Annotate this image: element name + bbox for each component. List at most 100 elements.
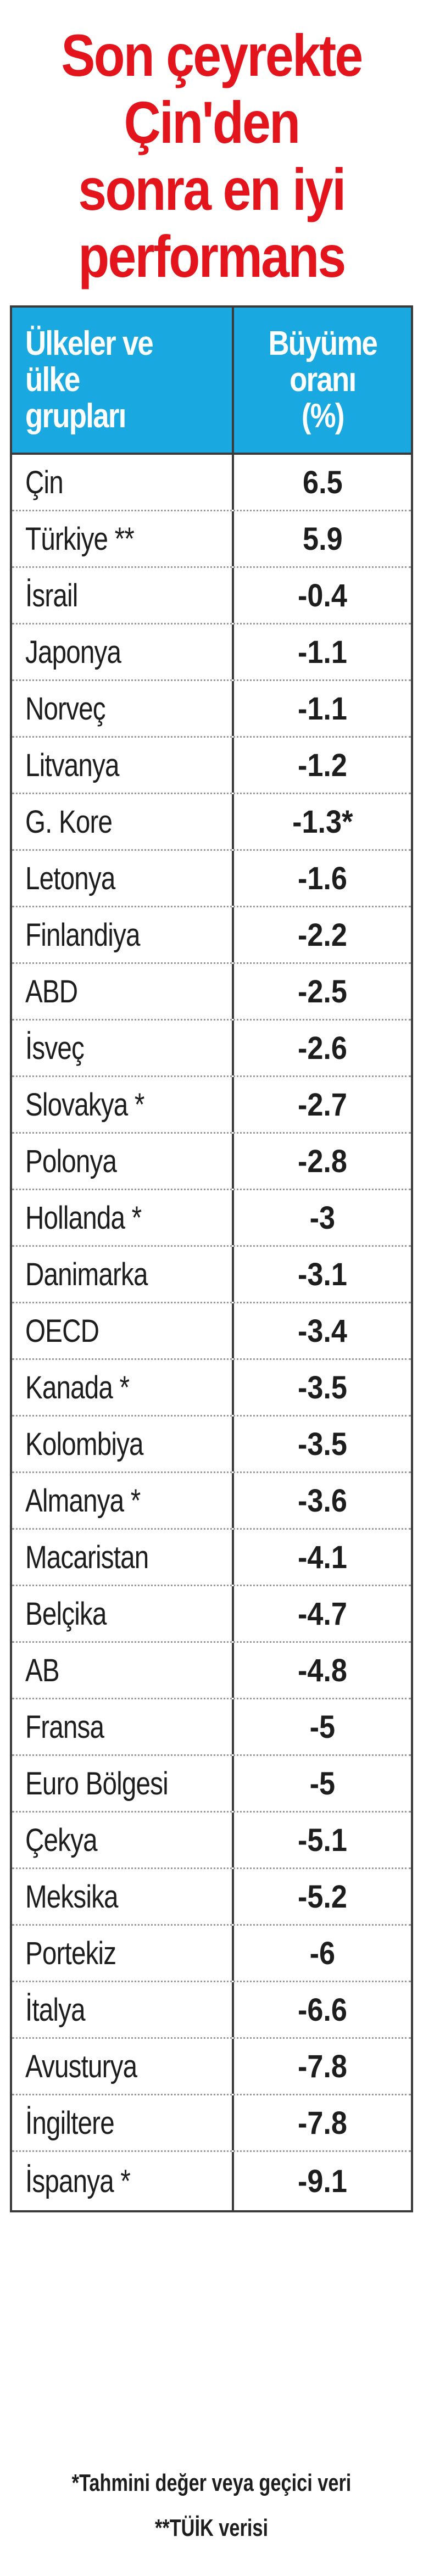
country-name: İngiltere: [25, 2105, 115, 2141]
country-name: Türkiye **: [25, 521, 135, 557]
table-row: G. Kore -1.3*: [12, 794, 411, 851]
table-row: Kanada * -3.5: [12, 1360, 411, 1417]
country-name: İspanya *: [25, 2163, 131, 2199]
growth-rate-value: -1.1: [298, 634, 347, 670]
country-cell: Fransa: [12, 1699, 234, 1754]
growth-rate-cell: -1.1: [234, 625, 411, 679]
country-name: Hollanda *: [25, 1200, 142, 1236]
table-row: Finlandiya -2.2: [12, 907, 411, 964]
growth-rate-value: -2.7: [298, 1086, 347, 1123]
growth-rate-value: -3.4: [298, 1313, 347, 1349]
country-name: Japonya: [25, 634, 121, 670]
country-cell: Portekiz: [12, 1926, 234, 1981]
growth-rate-cell: -0.4: [234, 568, 411, 623]
growth-rate-value: -9.1: [298, 2163, 347, 2199]
country-cell: Kanada *: [12, 1360, 234, 1415]
growth-rate-cell: -3.5: [234, 1360, 411, 1415]
headline-line: sonra en iyi: [78, 156, 346, 222]
country-cell: Polonya: [12, 1134, 234, 1189]
growth-rate-cell: -2.2: [234, 907, 411, 962]
growth-rate-value: -0.4: [298, 577, 347, 614]
footnotes: *Tahmini değer veya geçici veri **TÜİK v…: [0, 2461, 423, 2551]
growth-rate-cell: -3: [234, 1190, 411, 1245]
growth-rate-value: 5.9: [302, 521, 343, 557]
growth-rate-value: -6.6: [298, 1992, 347, 2028]
headline-line: Çin'den: [124, 89, 300, 155]
country-name: G. Kore: [25, 804, 113, 840]
headline-line: performans: [78, 223, 346, 289]
growth-rate-value: -3: [309, 1200, 336, 1236]
table-row: ABD -2.5: [12, 964, 411, 1021]
growth-rate-cell: -2.5: [234, 964, 411, 1019]
headline: Son çeyrekte Çin'den sonra en iyi perfor…: [38, 0, 385, 303]
country-cell: İngiltere: [12, 2095, 234, 2150]
growth-rate-cell: -2.7: [234, 1077, 411, 1132]
growth-rate-cell: -2.6: [234, 1021, 411, 1075]
table-row: İspanya * -9.1: [12, 2152, 411, 2210]
table-row: İngiltere -7.8: [12, 2095, 411, 2152]
growth-rate-cell: -5.2: [234, 1869, 411, 1924]
table-row: Norveç -1.1: [12, 681, 411, 738]
column-header-rate-line: Büyüme: [268, 325, 377, 363]
growth-rate-cell: -9.1: [234, 2152, 411, 2210]
growth-rate-value: -2.6: [298, 1030, 347, 1066]
table-row: Japonya -1.1: [12, 625, 411, 681]
growth-rate-value: -5.1: [298, 1822, 347, 1858]
footnote-estimate: *Tahmini değer veya geçici veri: [71, 2469, 352, 2496]
growth-rate-value: -4.7: [298, 1596, 347, 1632]
growth-rate-value: -5: [309, 1709, 336, 1745]
country-cell: AB: [12, 1643, 234, 1698]
growth-rate-cell: -6: [234, 1926, 411, 1981]
country-name: Kanada *: [25, 1369, 130, 1406]
table-row: Kolombiya -3.5: [12, 1417, 411, 1473]
table-row: Hollanda * -3: [12, 1190, 411, 1247]
country-cell: Litvanya: [12, 738, 234, 793]
country-name: Norveç: [25, 690, 106, 727]
country-name: Letonya: [25, 860, 115, 896]
country-name: Portekiz: [25, 1935, 116, 1971]
table-row: Danimarka -3.1: [12, 1247, 411, 1303]
growth-rate-value: -2.5: [298, 973, 347, 1010]
country-cell: İsrail: [12, 568, 234, 623]
country-cell: Danimarka: [12, 1247, 234, 1302]
column-header-country-line: grupları: [25, 397, 126, 435]
table-row: Macaristan -4.1: [12, 1530, 411, 1586]
country-name: Kolombiya: [25, 1426, 144, 1462]
table-row: Belçika -4.7: [12, 1586, 411, 1643]
country-name: Avusturya: [25, 2048, 137, 2084]
table-row: Avusturya -7.8: [12, 2039, 411, 2095]
country-name: Finlandiya: [25, 917, 140, 953]
country-name: İsveç: [25, 1030, 85, 1066]
table-row: Litvanya -1.2: [12, 738, 411, 794]
country-cell: Meksika: [12, 1869, 234, 1924]
column-header-rate-line: oranı: [289, 361, 357, 399]
country-cell: Türkiye **: [12, 511, 234, 566]
table-row: Çin 6.5: [12, 455, 411, 511]
table-row: AB -4.8: [12, 1643, 411, 1699]
country-name: OECD: [25, 1313, 99, 1349]
country-name: Euro Bölgesi: [25, 1765, 169, 1802]
growth-rate-value: -3.1: [298, 1256, 347, 1292]
growth-rate-cell: -5.1: [234, 1813, 411, 1867]
growth-rate-value: -7.8: [298, 2048, 347, 2084]
country-cell: Belçika: [12, 1586, 234, 1641]
table-row: Almanya * -3.6: [12, 1473, 411, 1530]
growth-rate-value: -2.8: [298, 1143, 347, 1179]
growth-rate-cell: -4.1: [234, 1530, 411, 1585]
country-cell: Çin: [12, 455, 234, 510]
country-cell: İspanya *: [12, 2152, 234, 2210]
table-row: OECD -3.4: [12, 1303, 411, 1360]
growth-rate-cell: -3.6: [234, 1473, 411, 1528]
growth-rate-cell: -7.8: [234, 2095, 411, 2150]
column-header-country-line: ülke: [25, 361, 80, 399]
growth-rate-value: -1.3*: [292, 804, 353, 840]
growth-rate-cell: -4.8: [234, 1643, 411, 1698]
table-row: İsrail -0.4: [12, 568, 411, 625]
column-header-country: Ülkeler ve ülke grupları: [12, 308, 234, 453]
country-name: Çin: [25, 464, 64, 500]
country-name: İsrail: [25, 577, 78, 614]
growth-rate-cell: -6.6: [234, 1982, 411, 2037]
growth-rate-value: -5: [309, 1765, 336, 1802]
table-row: İsveç -2.6: [12, 1021, 411, 1077]
country-cell: Avusturya: [12, 2039, 234, 2094]
